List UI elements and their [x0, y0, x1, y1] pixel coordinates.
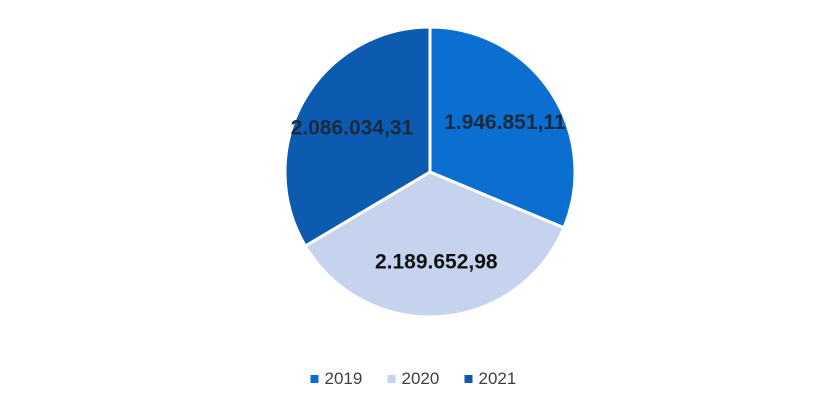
legend-item-2020: 2020: [387, 369, 440, 388]
legend-label-2020: 2020: [402, 369, 440, 388]
pie-slice-2019: [428, 25, 577, 230]
pie-slices: [283, 25, 577, 319]
legend-swatch-2021: [464, 375, 473, 383]
data-label-2020: 2.189.652,98: [375, 251, 498, 274]
legend-label-2019: 2019: [325, 369, 363, 388]
legend-swatch-2019: [310, 375, 319, 383]
legend-swatch-2020: [387, 375, 396, 383]
pie-slice-2021: [283, 25, 432, 248]
legend-label-2021: 2021: [479, 369, 517, 388]
legend-item-2019: 2019: [310, 369, 363, 388]
pie-data-labels: 1.946.851,11 2.189.652,98 2.086.034,31: [291, 111, 566, 274]
legend: 2019 2020 2021: [310, 369, 517, 388]
legend-item-2021: 2021: [464, 369, 517, 388]
data-label-2021: 2.086.034,31: [291, 117, 414, 140]
data-label-2019: 1.946.851,11: [444, 111, 566, 134]
